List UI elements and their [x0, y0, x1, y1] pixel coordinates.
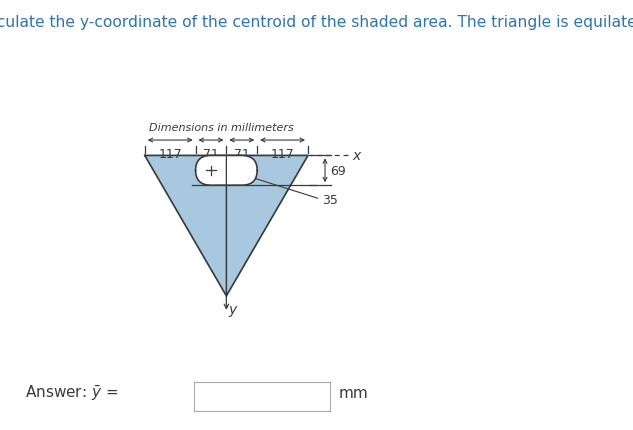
FancyBboxPatch shape: [196, 156, 257, 186]
Text: Dimensions in millimeters: Dimensions in millimeters: [149, 122, 294, 132]
Text: x: x: [352, 149, 360, 163]
Text: i: i: [179, 389, 184, 404]
Text: 117: 117: [158, 147, 182, 160]
Polygon shape: [145, 156, 308, 296]
Text: 71: 71: [203, 147, 219, 160]
Text: mm: mm: [339, 386, 368, 400]
Text: 71: 71: [234, 147, 250, 160]
Text: 69: 69: [330, 164, 346, 178]
Text: 35: 35: [322, 193, 338, 206]
Text: 117: 117: [271, 147, 294, 160]
Text: y: y: [229, 302, 237, 316]
Text: Calculate the y-coordinate of the centroid of the shaded area. The triangle is e: Calculate the y-coordinate of the centro…: [0, 15, 633, 30]
Text: Answer: $\bar{y}$ =: Answer: $\bar{y}$ =: [25, 384, 118, 402]
